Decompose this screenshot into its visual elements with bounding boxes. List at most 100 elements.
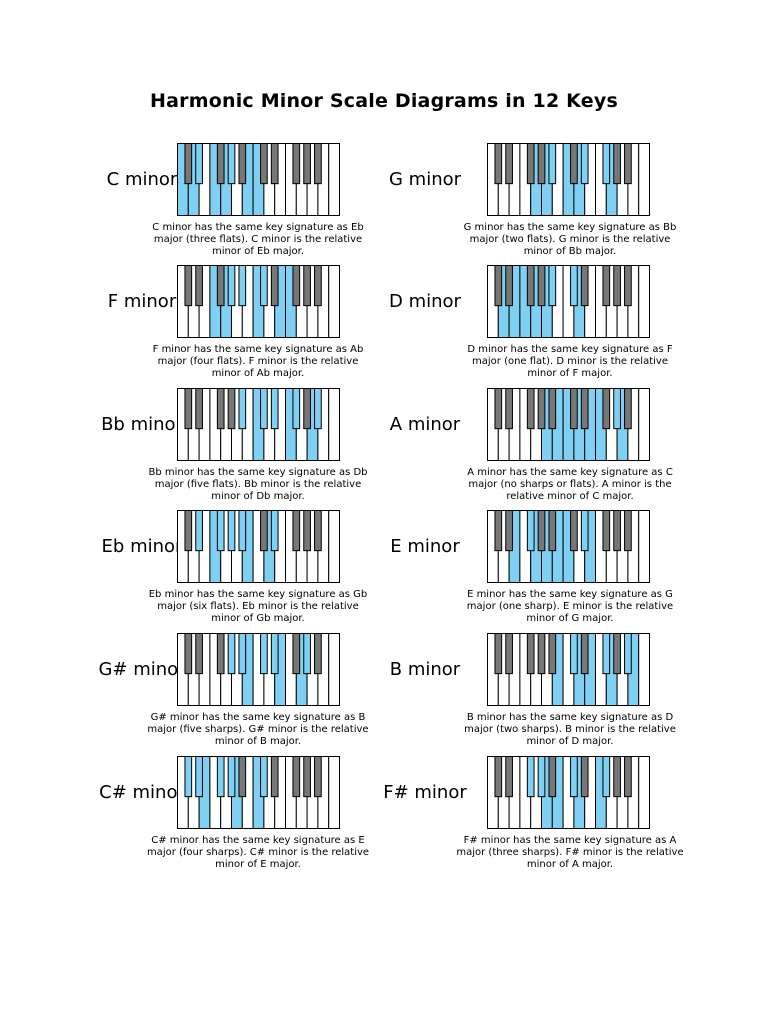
white-key (328, 388, 340, 461)
black-key (537, 265, 546, 307)
black-key (526, 143, 535, 185)
black-key-highlighted (184, 756, 193, 798)
black-key-highlighted (570, 265, 578, 307)
black-key (537, 388, 546, 430)
black-key-highlighted (580, 510, 589, 552)
black-key (303, 265, 311, 307)
scale-caption: G minor has the same key signature as Bb… (464, 222, 677, 258)
black-key (303, 388, 311, 430)
black-key (505, 633, 513, 675)
black-key-highlighted (624, 633, 632, 675)
piano-keyboard (177, 143, 340, 216)
black-key (526, 265, 535, 307)
black-key-highlighted (303, 633, 311, 675)
scale-caption: F# minor has the same key signature as A… (456, 835, 683, 871)
caption-line: minor of Bb major. (523, 246, 617, 257)
black-key (292, 143, 301, 185)
black-key-highlighted (195, 143, 203, 185)
black-key (624, 388, 632, 430)
black-key (505, 510, 513, 552)
caption-line: major (three sharps). F# minor is the re… (456, 847, 684, 858)
black-key (260, 510, 268, 552)
caption-line: major (five sharps). G# minor is the rel… (147, 724, 369, 735)
caption-line: major (two flats). G minor is the relati… (469, 234, 671, 245)
caption-line: Eb minor has the same key signature as G… (148, 589, 368, 600)
caption-line: B minor has the same key signature as D (466, 712, 674, 723)
caption-line: minor of Gb major. (211, 613, 305, 624)
black-key (624, 510, 632, 552)
black-key-highlighted (238, 633, 247, 675)
black-key (292, 633, 301, 675)
black-key (526, 633, 535, 675)
black-key (494, 633, 503, 675)
black-key (602, 265, 611, 307)
black-key (184, 633, 193, 675)
black-key (505, 265, 513, 307)
piano-keyboard (487, 510, 650, 583)
caption-line: E minor has the same key signature as G (467, 589, 673, 600)
black-key (602, 388, 611, 430)
white-key (638, 756, 650, 829)
piano-keyboard (487, 633, 650, 706)
black-key (303, 143, 311, 185)
black-key (570, 143, 578, 185)
piano-keyboard (177, 756, 340, 829)
black-key (227, 388, 236, 430)
black-key (624, 756, 632, 798)
caption-line: C minor has the same key signature as Eb (152, 222, 364, 233)
black-key (270, 265, 279, 307)
white-key (328, 510, 340, 583)
black-key (184, 143, 193, 185)
caption-line: minor of Db major. (211, 491, 305, 502)
white-key (638, 388, 650, 461)
key-name: Eb minor (101, 536, 183, 557)
page-title: Harmonic Minor Scale Diagrams in 12 Keys (150, 90, 618, 112)
black-key (624, 265, 632, 307)
white-key (328, 756, 340, 829)
caption-line: A minor has the same key signature as C (467, 467, 673, 478)
caption-line: minor of Ab major. (211, 368, 305, 379)
black-key (494, 388, 503, 430)
black-key (537, 143, 546, 185)
piano-keyboard (487, 265, 650, 338)
white-key (328, 633, 340, 706)
black-key-highlighted (216, 510, 225, 552)
black-key (613, 265, 621, 307)
caption-line: D minor has the same key signature as F (467, 344, 673, 355)
black-key (494, 756, 503, 798)
black-key-highlighted (537, 756, 546, 798)
black-key-highlighted (260, 388, 268, 430)
caption-line: C# minor has the same key signature as E (151, 835, 365, 846)
scale-caption: C minor has the same key signature as Eb… (152, 222, 363, 258)
black-key (537, 633, 546, 675)
black-key (184, 510, 193, 552)
caption-line: major (one flat). D minor is the relativ… (472, 356, 668, 367)
white-key (638, 633, 650, 706)
black-key (270, 756, 279, 798)
key-name: F# minor (383, 782, 467, 803)
black-key-highlighted (227, 510, 236, 552)
caption-line: G minor has the same key signature as Bb (463, 222, 677, 233)
black-key-highlighted (602, 633, 611, 675)
black-key (314, 756, 322, 798)
black-key (195, 633, 203, 675)
key-name: E minor (390, 536, 460, 557)
black-key-highlighted (548, 143, 557, 185)
white-key (638, 143, 650, 216)
black-key (505, 388, 513, 430)
caption-line: minor of Eb major. (211, 246, 305, 257)
black-key (505, 143, 513, 185)
key-name: G minor (388, 169, 462, 190)
key-name: C# minor (99, 782, 185, 803)
black-key (526, 388, 535, 430)
black-key (548, 510, 557, 552)
black-key (195, 388, 203, 430)
black-key-highlighted (227, 756, 236, 798)
white-key (638, 510, 650, 583)
black-key (314, 265, 322, 307)
black-key (303, 510, 311, 552)
black-key (602, 510, 611, 552)
key-name: A minor (389, 414, 461, 435)
